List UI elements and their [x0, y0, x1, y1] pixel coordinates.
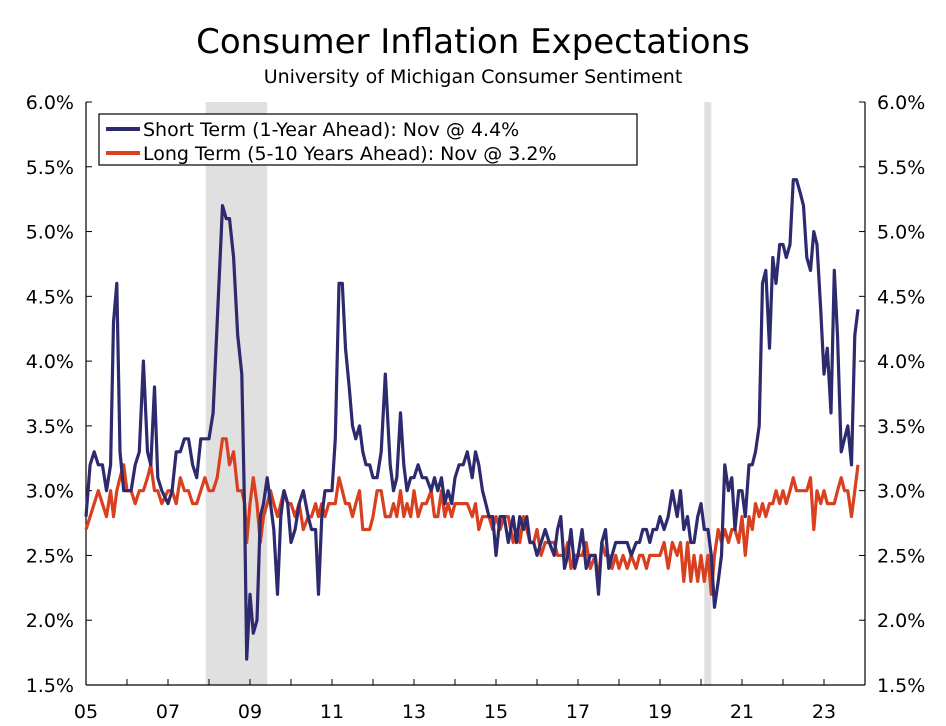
- y-tick-label-right: 3.0%: [877, 481, 925, 503]
- series-line-short: [84, 178, 860, 661]
- legend-box: [98, 113, 638, 166]
- y-tick-label-right: 6.0%: [877, 92, 925, 114]
- y-tick-label-left: 3.5%: [26, 416, 74, 438]
- y-tick-label-left: 4.0%: [26, 351, 74, 373]
- series-line-long: [84, 437, 860, 596]
- legend-label-long: Long Term (5-10 Years Ahead): Nov @ 3.2%: [143, 143, 557, 165]
- legend-label-short: Short Term (1-Year Ahead): Nov @ 4.4%: [143, 119, 519, 141]
- axes: 1.5% 1.5% 2.0% 2.0% 2.5% 2.5% 3.0% 3.0% 3.5% 3.5%…: [26, 92, 926, 723]
- y-tick-label-left: 2.5%: [26, 545, 74, 567]
- y-tick-label-right: 2.5%: [877, 545, 925, 567]
- x-tick-label: 23: [812, 701, 836, 723]
- series-lines: [84, 178, 860, 661]
- x-tick-label: 15: [484, 701, 508, 723]
- y-tick-label-left: 5.0%: [26, 222, 74, 244]
- x-tick-label: 07: [156, 701, 180, 723]
- y-tick-label-right: 4.0%: [877, 351, 925, 373]
- y-tick-label-right: 2.0%: [877, 610, 925, 632]
- recession-shading: [205, 102, 712, 685]
- x-tick-label: 09: [238, 701, 262, 723]
- y-tick-label-right: 5.5%: [877, 157, 925, 179]
- legend: Short Term (1-Year Ahead): Nov @ 4.4%Lon…: [98, 113, 638, 166]
- y-tick-label-right: 1.5%: [877, 675, 925, 697]
- chart-title: Consumer Inflation Expectations: [196, 22, 750, 62]
- x-tick-label: 17: [566, 701, 590, 723]
- y-tick-label-left: 2.0%: [26, 610, 74, 632]
- y-tick-label-left: 1.5%: [26, 675, 74, 697]
- y-tick-label-right: 5.0%: [877, 222, 925, 244]
- x-tick-label: 13: [402, 701, 426, 723]
- y-tick-label-left: 5.5%: [26, 157, 74, 179]
- y-tick-label-left: 3.0%: [26, 481, 74, 503]
- x-tick-label: 19: [648, 701, 672, 723]
- y-tick-label-right: 4.5%: [877, 286, 925, 308]
- x-tick-label: 11: [320, 701, 344, 723]
- y-tick-label-left: 6.0%: [26, 92, 74, 114]
- y-tick-label-right: 3.5%: [877, 416, 925, 438]
- y-tick-label-left: 4.5%: [26, 286, 74, 308]
- x-tick-label: 21: [730, 701, 754, 723]
- chart-subtitle: University of Michigan Consumer Sentimen…: [263, 66, 683, 88]
- x-tick-label: 05: [74, 701, 98, 723]
- recession-band-2: [704, 102, 712, 685]
